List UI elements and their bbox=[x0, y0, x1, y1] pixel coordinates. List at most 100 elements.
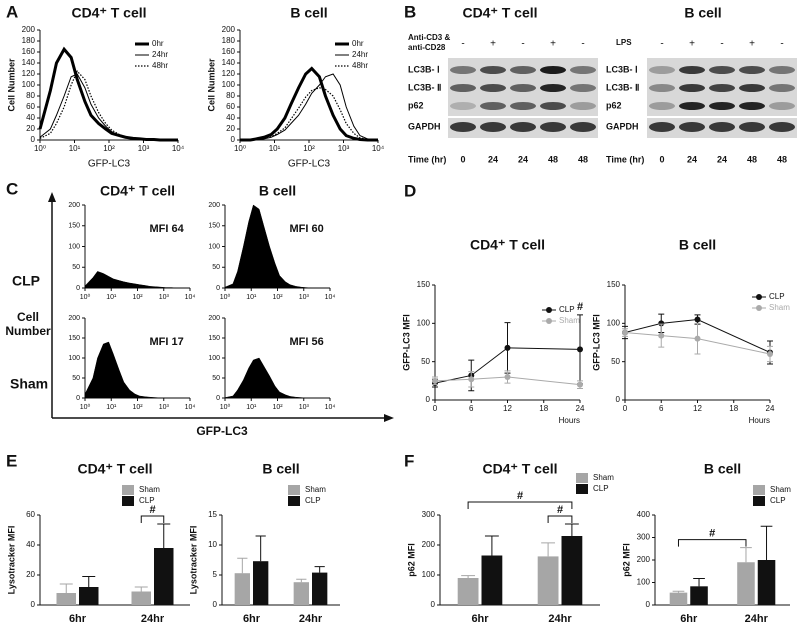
y-tick-label: 200 bbox=[208, 202, 220, 209]
y-tick-label: 120 bbox=[22, 69, 36, 78]
band-label: LC3B- Ⅰ bbox=[606, 64, 638, 74]
band bbox=[769, 84, 795, 92]
y-tick-label: 0 bbox=[76, 395, 80, 402]
legend-swatch bbox=[288, 485, 300, 495]
y-tick-label: 200 bbox=[637, 555, 651, 564]
arrow-head bbox=[48, 192, 56, 202]
blot-title: B cell bbox=[684, 5, 721, 21]
error-bar bbox=[59, 583, 73, 593]
band bbox=[649, 102, 675, 110]
y-tick-label: 0 bbox=[646, 600, 651, 609]
y-tick-label: 150 bbox=[417, 280, 431, 289]
histogram-area bbox=[224, 204, 330, 289]
band bbox=[540, 102, 566, 110]
legend-label: 0hr bbox=[352, 39, 364, 48]
legend-label: 24hr bbox=[152, 50, 168, 59]
error-bar bbox=[296, 578, 307, 583]
series-line bbox=[434, 347, 581, 384]
x-tick-label: 10³ bbox=[299, 404, 310, 411]
error-bar bbox=[541, 542, 556, 557]
y-tick-label: 60 bbox=[226, 102, 235, 111]
time-value: 48 bbox=[747, 154, 757, 164]
error-bar bbox=[672, 590, 685, 593]
treatment-sign: - bbox=[660, 39, 663, 50]
band-label: GAPDH bbox=[408, 121, 441, 131]
significance-bracket bbox=[547, 515, 573, 523]
time-label: Time (hr) bbox=[408, 154, 446, 164]
data-point bbox=[694, 335, 701, 342]
y-tick-label: 10 bbox=[208, 540, 217, 549]
time-value: 24 bbox=[717, 154, 727, 164]
text-line: Anti-CD3 & bbox=[408, 33, 450, 42]
x-tick-label: 24hr bbox=[548, 613, 572, 625]
band bbox=[450, 84, 476, 92]
chart-title: CD4⁺ T cell bbox=[482, 461, 557, 477]
bar bbox=[757, 560, 776, 605]
y-axis-label: p62 MFI bbox=[406, 543, 416, 577]
x-tick-label: 10¹ bbox=[69, 144, 81, 153]
chart-title: CD4⁺ T cell bbox=[100, 183, 175, 199]
arrow-head bbox=[384, 414, 394, 422]
data-point bbox=[432, 377, 438, 384]
chart-title: CD4⁺ T cell bbox=[71, 5, 146, 21]
time-value: 24 bbox=[518, 154, 528, 164]
band bbox=[739, 66, 765, 74]
band bbox=[450, 122, 476, 132]
y-tick-label: 100 bbox=[422, 570, 436, 579]
x-tick-label: 10³ bbox=[338, 144, 350, 153]
band bbox=[510, 102, 536, 110]
x-tick-label: 10⁴ bbox=[185, 294, 196, 301]
significance-bracket bbox=[140, 515, 165, 523]
legend-label: 24hr bbox=[352, 50, 368, 59]
band bbox=[570, 122, 596, 132]
y-axis-label: p62 MFI bbox=[621, 543, 631, 577]
chart-title: B cell bbox=[679, 237, 716, 253]
x-tick-label: 10² bbox=[272, 404, 283, 411]
y-tick-label: 160 bbox=[22, 47, 36, 56]
data-point bbox=[504, 374, 511, 380]
x-axis-label: Hours bbox=[559, 416, 580, 425]
band bbox=[679, 122, 705, 132]
band bbox=[679, 84, 705, 92]
band bbox=[570, 84, 596, 92]
y-tick-label: 60 bbox=[26, 102, 35, 111]
y-tick-label: 400 bbox=[637, 510, 651, 519]
y-tick-label: 5 bbox=[213, 570, 218, 579]
legend-swatch bbox=[576, 484, 588, 494]
time-value: 48 bbox=[777, 154, 787, 164]
band bbox=[480, 122, 506, 132]
y-axis-label: Lysotracker MFI bbox=[188, 526, 198, 595]
y-axis-label: Cell Number bbox=[206, 58, 216, 112]
legend-swatch bbox=[288, 496, 300, 506]
legend-label: CLP bbox=[139, 496, 155, 505]
x-tick-label: 0 bbox=[433, 404, 438, 413]
chart-title: CD4⁺ T cell bbox=[77, 461, 152, 477]
band-label: p62 bbox=[606, 100, 622, 110]
y-tick-label: 100 bbox=[607, 318, 621, 327]
band bbox=[570, 102, 596, 110]
error-bar bbox=[134, 586, 148, 592]
error-bar bbox=[237, 557, 248, 574]
y-tick-label: 20 bbox=[226, 124, 235, 133]
y-axis-label: Cell Number bbox=[5, 310, 51, 338]
x-tick-label: 10⁰ bbox=[220, 403, 231, 411]
chart-title: B cell bbox=[259, 183, 296, 199]
bar bbox=[737, 562, 755, 605]
y-tick-label: 180 bbox=[22, 36, 36, 45]
y-tick-label: 200 bbox=[68, 202, 80, 209]
bar bbox=[293, 582, 309, 605]
x-axis-label: Hours bbox=[749, 416, 770, 425]
x-tick-label: 10⁰ bbox=[34, 144, 46, 153]
treatment-sign: - bbox=[461, 39, 464, 50]
y-tick-label: 60 bbox=[26, 510, 35, 519]
legend-label: CLP bbox=[770, 496, 786, 505]
y-tick-label: 100 bbox=[208, 243, 220, 250]
y-tick-label: 50 bbox=[212, 264, 220, 271]
significance-bracket bbox=[467, 501, 573, 509]
y-tick-label: 50 bbox=[212, 375, 220, 382]
legend-marker bbox=[756, 305, 762, 311]
y-tick-label: 150 bbox=[68, 335, 80, 342]
legend-label: CLP bbox=[769, 292, 785, 301]
legend-label: CLP bbox=[559, 305, 575, 314]
data-point bbox=[468, 376, 475, 383]
